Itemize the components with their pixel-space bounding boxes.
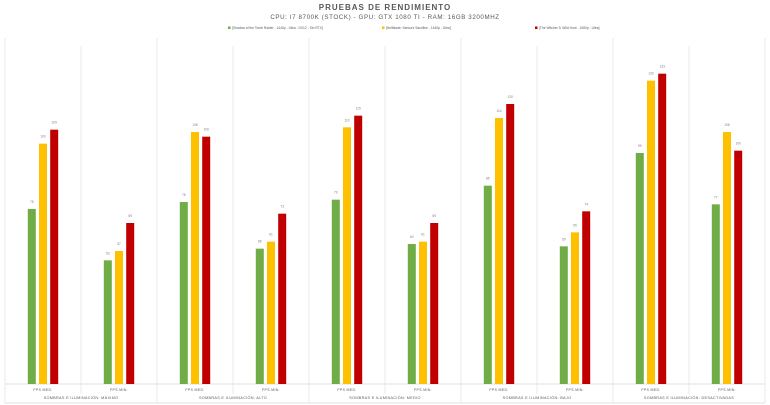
data-label: 103 <box>40 135 46 139</box>
bar <box>39 143 47 384</box>
data-label: 60 <box>410 235 414 239</box>
bar <box>191 132 199 384</box>
data-label: 69 <box>128 214 132 218</box>
data-label: 108 <box>192 123 198 127</box>
data-label: 106 <box>204 128 210 132</box>
bar <box>50 129 59 384</box>
chart-subtitle: CPU: I7 8700K (STOCK) - GPU: GTX 1080 TI… <box>270 14 499 21</box>
legend-label: [Shadow of the Tomb Raider - 1440p - Ult… <box>232 26 323 30</box>
legend-label: [Hellblade: Senua's Sacrifice - 1440p - … <box>386 26 451 30</box>
group-label: SOMBRAS E ILUMINACIÓN: DESACTIVADAS <box>644 395 734 400</box>
group-label: SOMBRAS E ILUMINACIÓN: BAJO <box>503 395 572 400</box>
bar <box>103 260 112 384</box>
data-label: 110 <box>344 118 349 122</box>
data-label: 61 <box>421 233 425 237</box>
bar <box>483 185 492 384</box>
bar <box>506 104 515 384</box>
legend-swatch <box>228 26 231 29</box>
category-label: FPS MIN. <box>262 388 280 392</box>
bar <box>407 244 416 384</box>
bar <box>559 246 568 384</box>
bar <box>734 150 743 384</box>
data-label: 120 <box>508 95 514 99</box>
bar <box>430 223 439 384</box>
data-label: 74 <box>584 202 588 206</box>
bar <box>647 80 655 385</box>
legend-item: [The Witcher 3: Wild Hunt - 1080p - Ultr… <box>535 26 600 30</box>
data-label: 65 <box>573 223 577 227</box>
data-label: 69 <box>432 214 436 218</box>
category-label: FPS MIN. <box>110 388 128 392</box>
data-label: 99 <box>638 144 642 148</box>
data-label: 57 <box>117 242 121 246</box>
bar <box>255 248 264 384</box>
data-label: 53 <box>106 251 110 255</box>
data-label: 78 <box>182 193 186 197</box>
bar <box>179 202 188 384</box>
chart-title: PRUEBAS DE RENDIMIENTO <box>319 3 452 12</box>
bar <box>278 213 287 384</box>
category-label: FPS MED. <box>185 388 204 392</box>
bar <box>331 199 340 384</box>
group-label: SOMBRAS E ILUMINACIÓN: MÁXIMO <box>44 395 119 400</box>
legend-swatch <box>535 26 538 29</box>
group-label: SOMBRAS E ILUMINACIÓN: ALTO <box>199 395 267 400</box>
data-label: 79 <box>334 191 338 195</box>
bar <box>419 241 427 384</box>
data-label: 114 <box>496 109 501 113</box>
bar <box>571 232 579 384</box>
group-label: SOMBRAS E ILUMINACIÓN: MEDIO <box>349 395 420 400</box>
bar <box>711 204 720 384</box>
category-axis: FPS MED. FPS MIN. SOMBRAS E ILUMINACIÓN: M… <box>4 38 766 404</box>
data-label: 73 <box>280 205 284 209</box>
category-label: FPS MED. <box>33 388 52 392</box>
data-label: 130 <box>648 72 654 76</box>
bar <box>658 73 667 385</box>
bar <box>267 241 275 384</box>
bar <box>202 136 211 384</box>
data-label: 109 <box>52 121 58 125</box>
bar <box>495 118 503 384</box>
data-label: 75 <box>30 200 34 204</box>
category-label: FPS MED. <box>337 388 356 392</box>
category-label: FPS MIN. <box>414 388 432 392</box>
bar <box>635 153 644 384</box>
bar <box>582 211 591 384</box>
legend-swatch <box>382 26 385 29</box>
legend-label: [The Witcher 3: Wild Hunt - 1080p - Ultr… <box>539 26 600 30</box>
data-label: 59 <box>562 237 566 241</box>
category-label: FPS MED. <box>489 388 508 392</box>
bar <box>343 127 351 384</box>
legend: [Shadow of the Tomb Raider - 1440p - Ult… <box>228 26 600 30</box>
bar <box>723 132 731 384</box>
legend-item: [Hellblade: Senua's Sacrifice - 1440p - … <box>382 26 451 30</box>
data-label: 85 <box>486 177 490 181</box>
category-label: FPS MED. <box>641 388 660 392</box>
data-label: 58 <box>258 240 262 244</box>
category-label: FPS MIN. <box>566 388 584 392</box>
bar <box>115 251 123 384</box>
legend-item: [Shadow of the Tomb Raider - 1440p - Ult… <box>228 26 323 30</box>
data-label: 115 <box>356 107 361 111</box>
bar <box>126 223 135 384</box>
data-label: 77 <box>714 195 718 199</box>
data-label: 61 <box>269 233 273 237</box>
plot-area: 75 103 109 53 57 69 78 108 106 58 61 73 79 110 115 60 61… <box>27 65 743 385</box>
data-label: 108 <box>724 123 730 127</box>
data-label: 100 <box>736 142 742 146</box>
bar <box>354 115 363 385</box>
bar <box>27 209 36 384</box>
category-label: FPS MIN. <box>718 388 736 392</box>
data-label: 133 <box>660 65 666 69</box>
